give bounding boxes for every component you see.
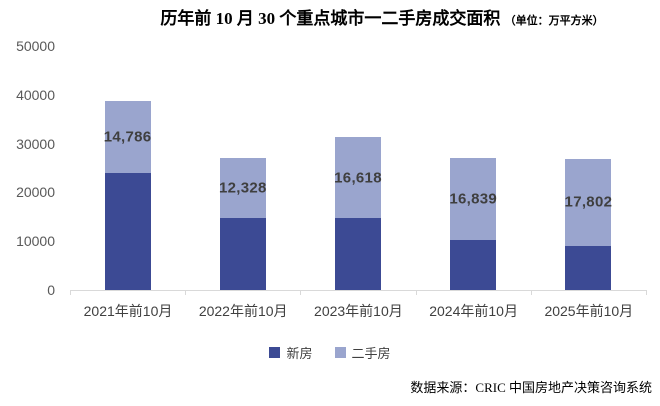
bar-segment-new-home: [565, 245, 612, 290]
y-axis-tick-label: 10000: [16, 233, 55, 250]
bar-segment-new-home: [335, 218, 381, 290]
x-axis-line: [70, 290, 646, 291]
data-label-second-hand: 14,786: [103, 128, 152, 146]
x-axis-category-label: 2025年前10月: [544, 303, 634, 319]
legend-label: 二手房: [351, 346, 391, 361]
x-axis-category-label: 2023年前10月: [314, 303, 403, 319]
x-axis-category-label: 2021年前10月: [83, 303, 173, 319]
legend: 新房 二手房: [0, 343, 660, 362]
y-axis-tick-label: 30000: [16, 135, 55, 152]
y-axis-tick-label: 0: [47, 282, 55, 298]
bar-segment-second-hand: [565, 158, 612, 246]
data-source-note: 数据来源：CRIC 中国房地产决策咨询系统: [410, 380, 652, 395]
data-label-second-hand: 16,839: [449, 190, 498, 208]
bar-segment-second-hand: [450, 158, 497, 241]
chart-title: 历年前 10 月 30 个重点城市一二手房成交面积 （单位：万平方米）: [108, 8, 656, 32]
bar-segment-second-hand: [219, 158, 266, 219]
data-label-second-hand: 16,618: [334, 169, 382, 187]
x-axis-tick: [300, 290, 302, 295]
data-label-second-hand: 17,802: [564, 193, 613, 211]
legend-swatch-icon: [269, 347, 281, 358]
legend-swatch-icon: [334, 347, 346, 358]
chart-title-text: 历年前 10 月 30 个重点城市一二手房成交面积: [160, 9, 501, 28]
data-label-second-hand: 12,328: [218, 179, 267, 197]
legend-item: 新房: [269, 343, 313, 362]
y-axis-tick-label: 40000: [16, 86, 55, 103]
x-axis-category-label: 2024年前10月: [429, 303, 518, 319]
chart-unit-note: （单位：万平方米）: [504, 15, 604, 27]
legend-item: 二手房: [334, 343, 391, 362]
y-axis-tick-label: 50000: [16, 38, 55, 54]
x-axis-tick: [185, 290, 187, 295]
bar-segment-second-hand: [335, 137, 381, 219]
x-axis-tick: [415, 290, 417, 295]
bar-segment-new-home: [104, 172, 151, 290]
legend-label: 新房: [286, 346, 313, 361]
x-axis-category-label: 2022年前10月: [198, 303, 288, 319]
bar-segment-second-hand: [104, 100, 151, 173]
x-axis-tick: [530, 290, 532, 295]
x-axis-tick: [646, 290, 647, 295]
bar-segment-new-home: [219, 218, 266, 290]
x-axis-tick: [70, 290, 71, 295]
y-axis-tick-label: 20000: [16, 184, 55, 201]
bar-segment-new-home: [450, 240, 497, 290]
